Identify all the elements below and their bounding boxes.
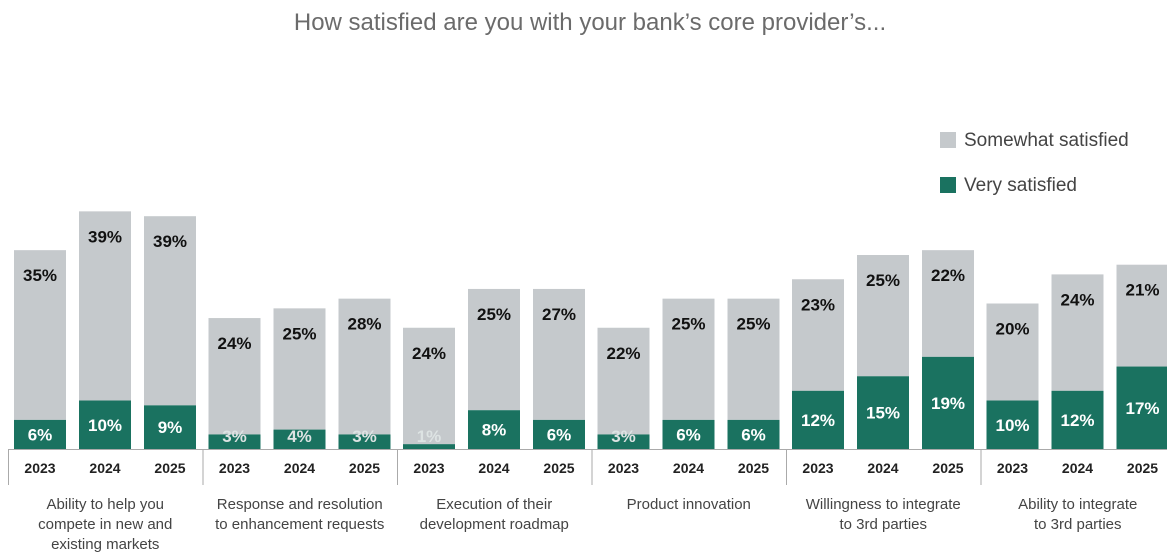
x-tick-label-year: 2024	[867, 460, 898, 476]
x-tick-label-year: 2025	[1127, 460, 1158, 476]
legend: Somewhat satisfied Very satisfied	[940, 130, 1129, 196]
data-label-very: 17%	[1125, 399, 1159, 418]
category-label: Ability to integrate	[1018, 496, 1137, 513]
bar-somewhat-satisfied	[987, 304, 1039, 401]
category-label: Product innovation	[627, 496, 751, 513]
x-tick-label-year: 2024	[89, 460, 120, 476]
data-label-somewhat: 24%	[412, 344, 446, 363]
category-label: Willingness to integrate	[806, 496, 961, 513]
chart-title: How satisfied are you with your bank’s c…	[294, 9, 886, 36]
data-label-somewhat: 28%	[347, 315, 381, 334]
data-label-very: 4%	[287, 427, 312, 446]
data-label-very: 6%	[741, 425, 766, 444]
legend-swatch-very-satisfied	[940, 177, 956, 193]
data-label-somewhat: 24%	[217, 334, 251, 353]
data-label-somewhat: 25%	[671, 315, 705, 334]
data-label-very: 19%	[931, 394, 965, 413]
category-label: to 3rd parties	[1034, 516, 1122, 533]
x-tick-label-year: 2025	[932, 460, 963, 476]
data-label-somewhat: 20%	[995, 320, 1029, 339]
legend-label-somewhat-satisfied: Somewhat satisfied	[964, 130, 1129, 151]
data-label-somewhat: 25%	[736, 315, 770, 334]
data-label-very: 6%	[547, 425, 572, 444]
data-label-very: 10%	[995, 416, 1029, 435]
x-tick-label-year: 2024	[1062, 460, 1093, 476]
x-tick-label-year: 2023	[997, 460, 1028, 476]
x-tick-label-year: 2023	[24, 460, 55, 476]
data-label-somewhat: 22%	[606, 344, 640, 363]
category-label: Execution of their	[436, 496, 552, 513]
data-label-somewhat: 35%	[23, 266, 57, 285]
x-tick-label-year: 2023	[413, 460, 444, 476]
data-label-somewhat: 39%	[153, 232, 187, 251]
category-label: development roadmap	[420, 516, 569, 533]
data-label-somewhat: 27%	[542, 305, 576, 324]
data-label-somewhat: 39%	[88, 227, 122, 246]
legend-swatch-somewhat-satisfied	[940, 132, 956, 148]
data-label-very: 12%	[801, 411, 835, 430]
data-label-very: 8%	[482, 421, 507, 440]
category-label: existing markets	[51, 536, 159, 553]
category-label: to enhancement requests	[215, 516, 384, 533]
x-tick-label-year: 2025	[154, 460, 185, 476]
x-tick-label-year: 2025	[543, 460, 574, 476]
category-label: to 3rd parties	[839, 516, 927, 533]
data-label-somewhat: 25%	[866, 271, 900, 290]
data-label-very: 10%	[88, 416, 122, 435]
data-label-somewhat: 25%	[477, 305, 511, 324]
data-label-somewhat: 23%	[801, 295, 835, 314]
legend-label-very-satisfied: Very satisfied	[964, 175, 1077, 196]
data-label-very: 6%	[676, 425, 701, 444]
plot-area: 35% 6% 2023 39% 10% 2024 39% 9% 2025 Ability to h…	[8, 211, 1167, 553]
data-label-very: 6%	[28, 425, 53, 444]
data-label-very: 3%	[352, 427, 377, 446]
data-label-very: 3%	[222, 427, 247, 446]
x-tick-label-year: 2025	[738, 460, 769, 476]
x-tick-label-year: 2023	[608, 460, 639, 476]
data-label-somewhat: 21%	[1125, 281, 1159, 300]
data-label-somewhat: 24%	[1060, 290, 1094, 309]
data-label-very: 12%	[1060, 411, 1094, 430]
category-label: Response and resolution	[217, 496, 383, 513]
data-label-somewhat: 22%	[931, 266, 965, 285]
category-label: Ability to help you	[46, 496, 164, 513]
data-label-somewhat: 25%	[282, 324, 316, 343]
data-label-very: 1%	[417, 427, 442, 446]
data-label-very: 3%	[611, 427, 636, 446]
x-tick-label-year: 2023	[219, 460, 250, 476]
category-label: compete in new and	[38, 516, 172, 533]
x-tick-label-year: 2024	[478, 460, 509, 476]
x-tick-label-year: 2025	[349, 460, 380, 476]
x-tick-label-year: 2024	[673, 460, 704, 476]
data-label-very: 15%	[866, 404, 900, 423]
x-tick-label-year: 2024	[284, 460, 315, 476]
data-label-very: 9%	[158, 418, 183, 437]
x-tick-label-year: 2023	[802, 460, 833, 476]
